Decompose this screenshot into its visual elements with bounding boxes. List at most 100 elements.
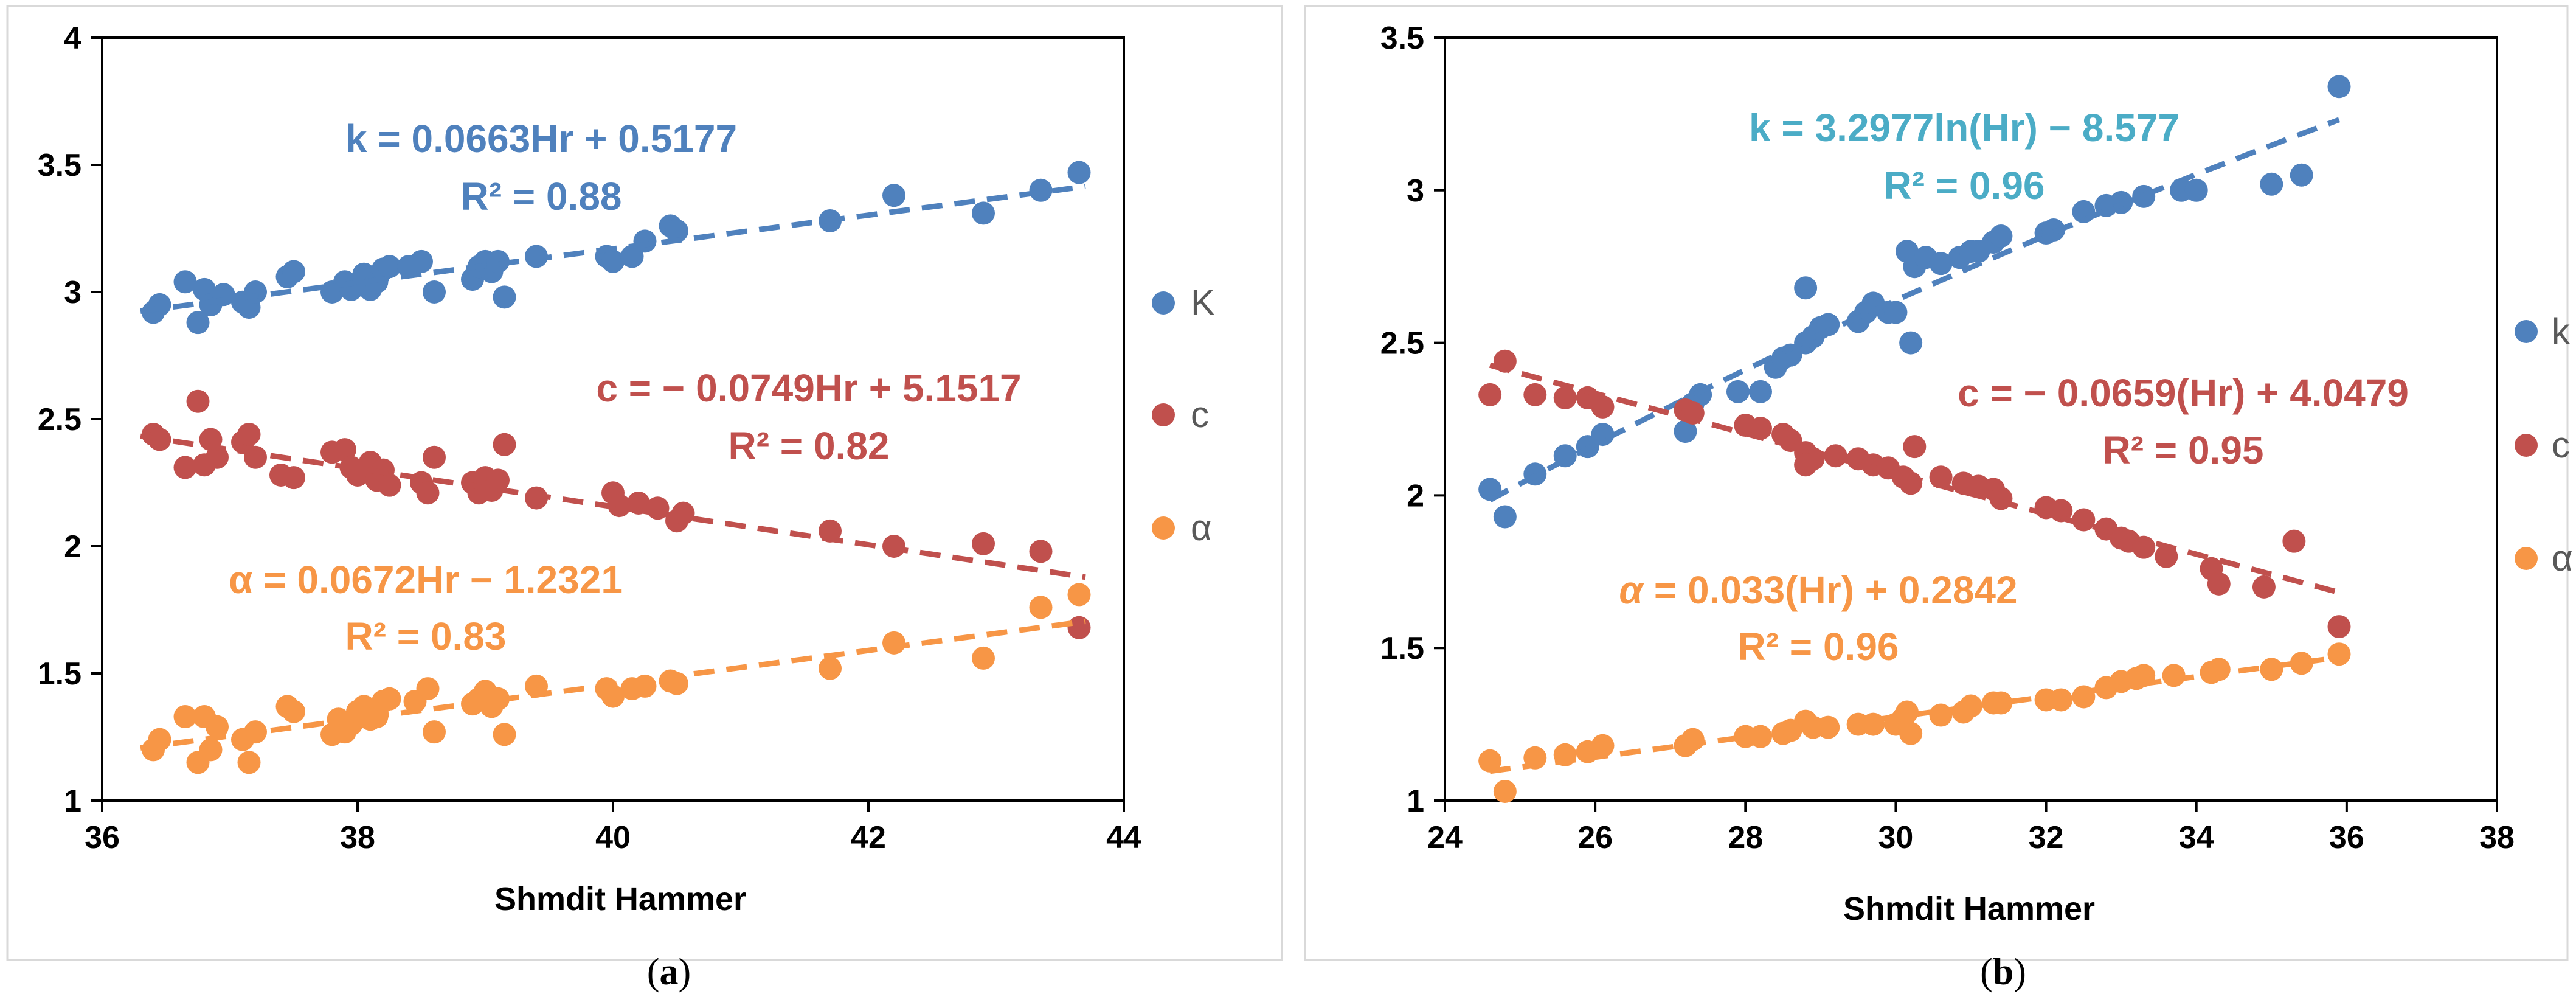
y-tick-label: 1	[64, 784, 81, 819]
y-tick-label: 2	[64, 529, 81, 565]
data-point	[1029, 178, 1053, 202]
data-point	[423, 445, 446, 469]
data-point	[237, 751, 261, 774]
data-point	[2252, 575, 2276, 599]
data-point	[186, 311, 210, 335]
data-point	[620, 245, 644, 268]
legend-marker	[2515, 320, 2538, 343]
data-point	[1493, 779, 1517, 803]
y-tick-label: 4	[64, 21, 81, 56]
data-point	[173, 705, 197, 729]
data-point	[2162, 664, 2186, 687]
data-point	[1493, 505, 1517, 529]
x-tick-label: 28	[1728, 820, 1763, 855]
y-tick-label: 2.5	[1380, 326, 1424, 361]
data-point	[493, 285, 516, 309]
r-squared-label: R² = 0.83	[345, 614, 506, 658]
data-point	[1681, 728, 1705, 751]
data-point	[2132, 184, 2156, 208]
data-point	[1895, 700, 1919, 724]
data-point	[1816, 313, 1840, 336]
data-point	[1929, 252, 1953, 276]
chart-panel-b: 24 26 28 30 32 34 36 38 1 1.5 2 2.5 3 3.5 Shmdit Hamme…	[1304, 5, 2573, 993]
data-point	[2132, 535, 2156, 559]
panel-label: (a)	[647, 951, 691, 993]
trendline-equation: α = 0.033(Hr) + 0.2842	[1619, 568, 2017, 612]
y-tick-label: 1	[1407, 784, 1424, 819]
data-point	[2049, 688, 2073, 712]
data-point	[1478, 383, 1502, 406]
data-point	[423, 720, 446, 744]
data-point	[378, 255, 401, 279]
data-point	[173, 456, 197, 479]
trendline-equation: k = 0.0663Hr + 0.5177	[345, 117, 737, 161]
y-tick-label: 2	[1407, 478, 1424, 513]
data-point	[486, 468, 510, 492]
data-point	[1029, 540, 1053, 563]
data-point	[206, 715, 229, 739]
x-tick-label: 42	[851, 820, 886, 855]
chart-frame	[1304, 5, 2569, 961]
legend-label: c	[1191, 394, 1209, 435]
data-point	[206, 445, 229, 469]
chart-frame	[6, 5, 1283, 961]
data-point	[972, 646, 995, 670]
r-squared-label: R² = 0.96	[1737, 625, 1899, 669]
data-point	[486, 249, 510, 273]
data-point	[2327, 75, 2351, 99]
data-point	[416, 677, 440, 701]
data-point	[2260, 172, 2283, 196]
legend-marker	[1152, 403, 1175, 426]
data-point	[1884, 301, 1908, 324]
data-point	[608, 494, 631, 518]
x-tick-label: 38	[340, 820, 375, 855]
x-tick-label: 40	[595, 820, 631, 855]
panel-label: (b)	[1980, 951, 2026, 993]
legend-marker	[1152, 291, 1175, 315]
data-point	[1591, 734, 1615, 757]
data-point	[2282, 529, 2306, 553]
data-point	[1029, 596, 1053, 619]
data-point	[1989, 224, 2013, 248]
legend-label: K	[1191, 282, 1215, 323]
x-tick-label: 34	[2179, 820, 2214, 855]
data-point	[1478, 749, 1502, 773]
x-tick-label: 32	[2029, 820, 2064, 855]
legend-label: α	[2552, 538, 2573, 579]
data-point	[1553, 386, 1577, 409]
legend-label: α	[1191, 507, 1212, 548]
data-point	[1726, 380, 1750, 403]
trendline-equation: c = − 0.0659(Hr) + 4.0479	[1958, 371, 2409, 415]
data-point	[333, 438, 356, 462]
data-point	[1794, 453, 1818, 477]
data-point	[237, 423, 261, 447]
series-k: k = 0.0663Hr + 0.5177 R² = 0.88	[140, 117, 1091, 335]
data-point	[2290, 163, 2313, 187]
data-point	[244, 280, 267, 304]
data-point	[1903, 435, 1927, 459]
trendline-equation: c = − 0.0749Hr + 5.1517	[596, 366, 1021, 410]
data-point	[1899, 331, 1923, 355]
data-point	[186, 389, 210, 413]
data-point	[2327, 615, 2351, 639]
x-tick-label: 36	[2329, 820, 2364, 855]
data-point	[1067, 161, 1091, 184]
data-point	[378, 687, 401, 711]
data-point	[2072, 508, 2096, 532]
data-point	[1794, 276, 1818, 300]
legend-marker	[2515, 547, 2538, 570]
trendline	[140, 619, 1086, 751]
r-squared-label: R² = 0.88	[460, 175, 621, 218]
series-alpha: α = 0.033(Hr) + 0.2842 R² = 0.96	[1478, 568, 2351, 803]
data-point	[173, 270, 197, 294]
data-point	[1591, 395, 1615, 419]
data-point	[1067, 616, 1091, 639]
y-tick-label: 3	[1407, 173, 1424, 209]
data-point	[665, 219, 688, 243]
data-point	[972, 201, 995, 225]
x-tick-label: 36	[85, 820, 120, 855]
data-point	[1674, 420, 1697, 443]
legend-marker	[2515, 434, 2538, 457]
data-point	[199, 738, 223, 762]
data-point	[819, 656, 842, 680]
